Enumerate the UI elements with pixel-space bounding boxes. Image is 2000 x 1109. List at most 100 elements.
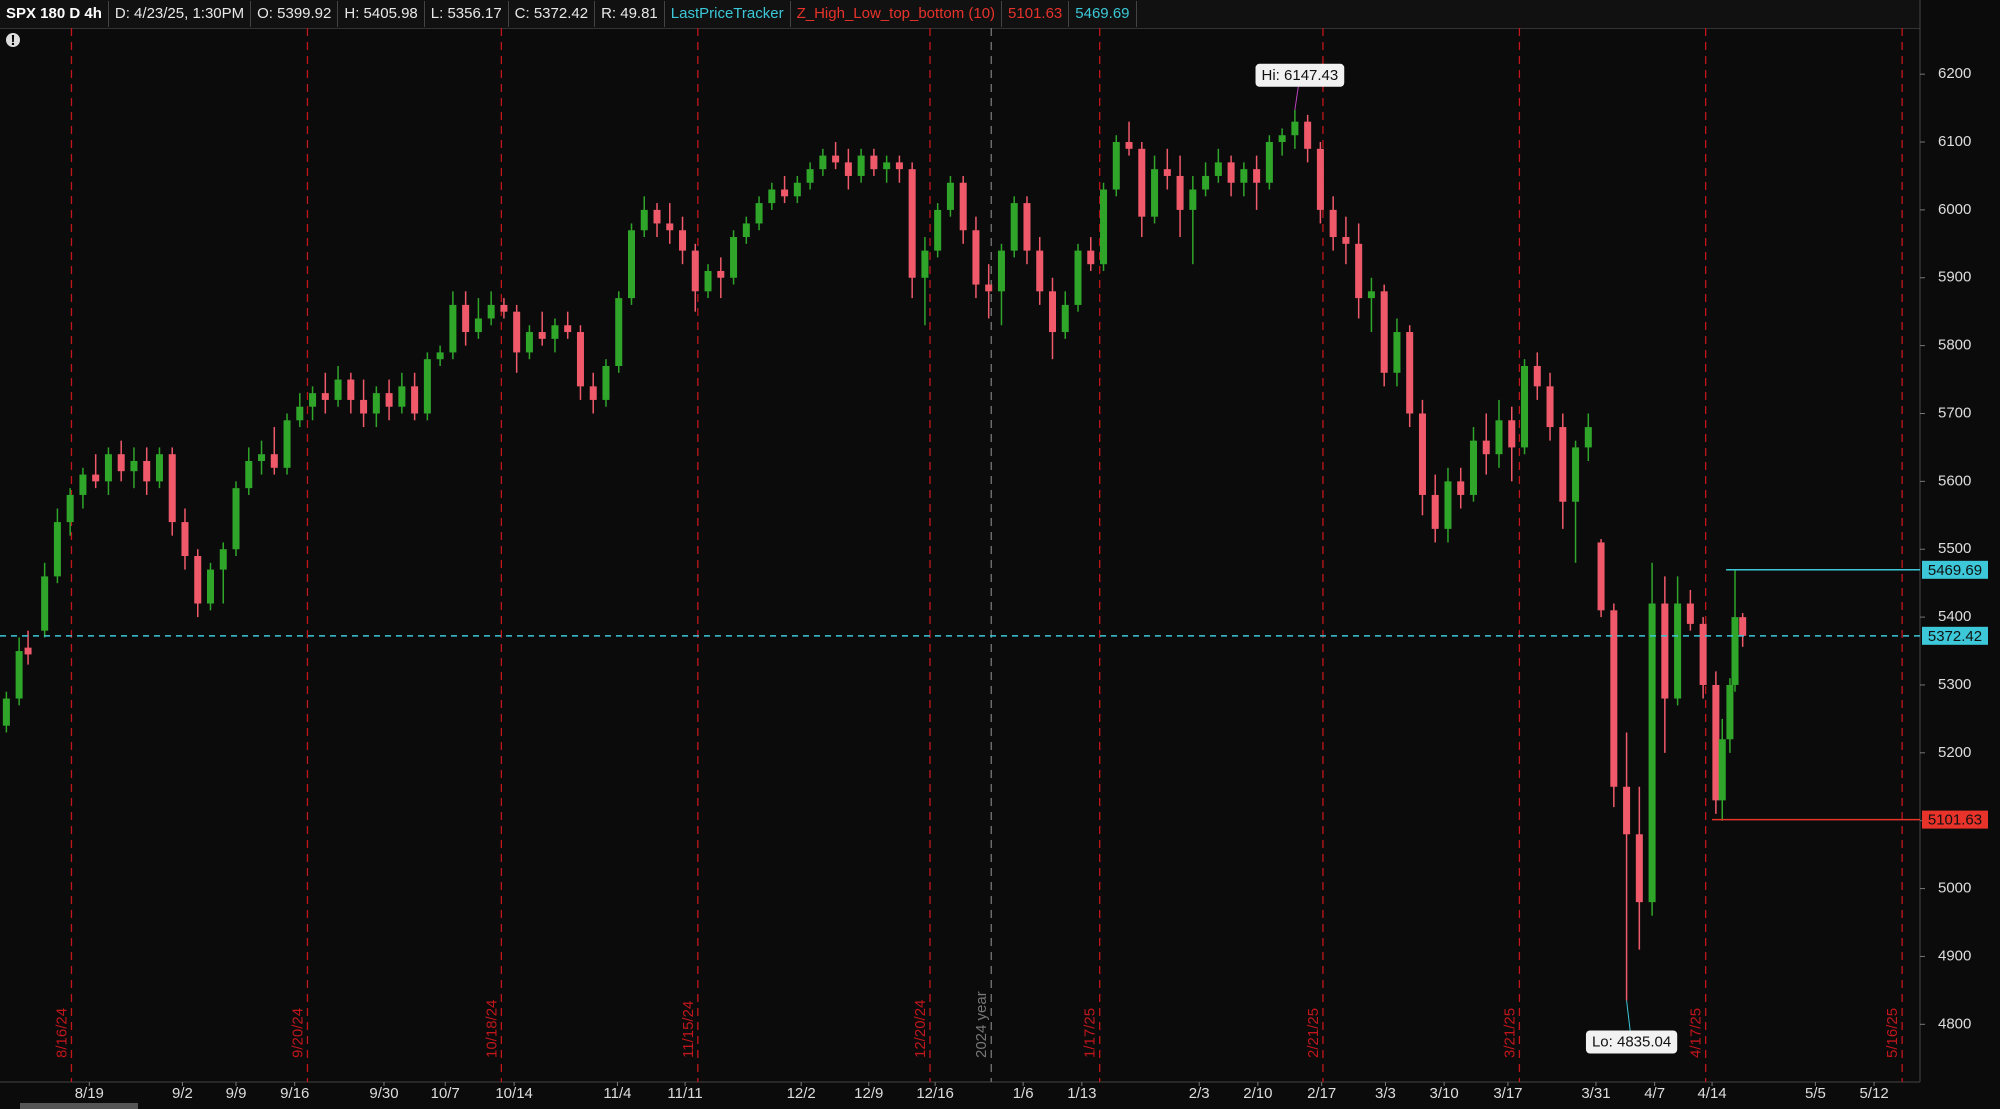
- candle-body: [691, 250, 699, 292]
- candle-body: [168, 454, 176, 523]
- candle-body: [1278, 135, 1286, 143]
- symbol[interactable]: SPX 180 D 4h: [0, 1, 109, 27]
- x-tick-label: 9/30: [369, 1085, 398, 1102]
- candle-body: [704, 270, 712, 292]
- y-tick-label: 6000: [1938, 201, 1971, 218]
- candle-body: [1546, 386, 1554, 428]
- study-value: 5101.63: [1002, 1, 1070, 27]
- candle-body: [104, 454, 112, 482]
- study[interactable]: LastPriceTracker: [665, 1, 791, 27]
- candle-body: [360, 399, 368, 414]
- date-marker-label: 1/17/25: [1082, 1008, 1099, 1058]
- candle-body: [1584, 427, 1592, 448]
- alert-icon[interactable]: [6, 33, 20, 47]
- candle-body: [1482, 440, 1490, 455]
- candle-body: [1342, 237, 1350, 244]
- candle-body: [819, 155, 827, 170]
- x-tick-label: 10/14: [495, 1085, 533, 1102]
- candle-body: [2, 698, 10, 726]
- candle-body: [564, 325, 572, 333]
- candle-body: [41, 576, 49, 631]
- price-badge-label: 5469.69: [1928, 562, 1982, 579]
- candle-body: [1718, 739, 1726, 801]
- candle-body: [385, 393, 393, 407]
- annotation-box: [1255, 63, 1345, 87]
- date-marker-label: 3/21/25: [1501, 1008, 1518, 1058]
- candle-body: [436, 352, 444, 360]
- candle-body: [1138, 148, 1146, 217]
- candle-body: [1686, 603, 1694, 624]
- candle-body: [997, 250, 1005, 292]
- price-badge-label: 5372.42: [1928, 628, 1982, 645]
- candle-body: [117, 454, 125, 472]
- candle-body: [551, 325, 559, 339]
- rsi: R: 49.81: [595, 1, 665, 27]
- candle-body: [1508, 420, 1516, 448]
- x-tick-label: 12/2: [787, 1085, 816, 1102]
- candle-body: [321, 393, 329, 400]
- candle-body: [1610, 610, 1618, 787]
- x-tick-label: 3/17: [1493, 1085, 1522, 1102]
- candle-body: [1125, 142, 1133, 149]
- x-tick-label: 3/3: [1375, 1085, 1396, 1102]
- candle-body: [1176, 175, 1184, 210]
- candle-body: [1163, 169, 1171, 176]
- candle-body: [1329, 209, 1337, 238]
- candle-body: [589, 386, 597, 400]
- candle-body: [1151, 169, 1159, 217]
- candle-body: [462, 304, 470, 333]
- candle-body: [1367, 291, 1375, 299]
- candle-body: [1661, 603, 1669, 699]
- candle-body: [1036, 250, 1044, 292]
- candle-body: [1240, 169, 1248, 183]
- y-tick-label: 4900: [1938, 947, 1971, 964]
- candle-body: [1202, 175, 1210, 190]
- study-value: 5469.69: [1069, 1, 1137, 27]
- x-tick-label: 5/5: [1805, 1085, 1826, 1102]
- candle-body: [500, 304, 508, 312]
- candle-body: [194, 556, 202, 604]
- scrollbar[interactable]: [20, 1103, 138, 1109]
- study[interactable]: Z_High_Low_top_bottom (10): [791, 1, 1003, 27]
- candle-body: [972, 230, 980, 285]
- header-bar: SPX 180 D 4h D: 4/23/25, 1:30PM O: 5399.…: [0, 0, 1920, 29]
- candle-body: [793, 182, 801, 197]
- candle-body: [334, 379, 342, 400]
- y-tick-label: 5500: [1938, 540, 1971, 557]
- date-marker-label: 4/17/25: [1688, 1008, 1705, 1058]
- annotation-label: Lo: 4835.04: [1592, 1033, 1671, 1050]
- price-badge: [1922, 560, 1988, 579]
- date: D: 4/23/25, 1:30PM: [109, 1, 252, 27]
- candle-body: [449, 304, 457, 353]
- candle-body: [908, 169, 916, 278]
- candle-body: [232, 488, 240, 550]
- candle-body: [946, 182, 954, 210]
- candle-body: [143, 461, 151, 482]
- y-tick-label: 5000: [1938, 880, 1971, 897]
- candle-body: [1572, 447, 1580, 502]
- candle-body: [1521, 365, 1529, 448]
- candle-body: [832, 155, 840, 163]
- x-tick-label: 1/6: [1013, 1085, 1034, 1102]
- candle-body: [857, 155, 865, 176]
- candle-body: [1355, 243, 1363, 299]
- open: O: 5399.92: [251, 1, 339, 27]
- candle-body: [66, 494, 74, 523]
- x-tick-label: 12/16: [916, 1085, 954, 1102]
- x-tick-label: 12/9: [854, 1085, 883, 1102]
- candle-body: [1265, 142, 1273, 183]
- candle-body: [219, 549, 227, 570]
- candle-body: [666, 223, 674, 231]
- date-marker-label: 11/15/24: [680, 1001, 697, 1058]
- y-tick-label: 5200: [1938, 744, 1971, 761]
- candle-body: [640, 209, 648, 231]
- candle-body: [347, 379, 355, 400]
- candle-body: [1112, 142, 1120, 190]
- candle-body: [742, 223, 750, 238]
- candle-body: [15, 651, 23, 699]
- y-tick-label: 4800: [1938, 1015, 1971, 1032]
- x-tick-label: 3/31: [1581, 1085, 1610, 1102]
- price-badge: [1922, 626, 1988, 645]
- candle-body: [806, 169, 814, 183]
- candle-body: [1731, 617, 1739, 685]
